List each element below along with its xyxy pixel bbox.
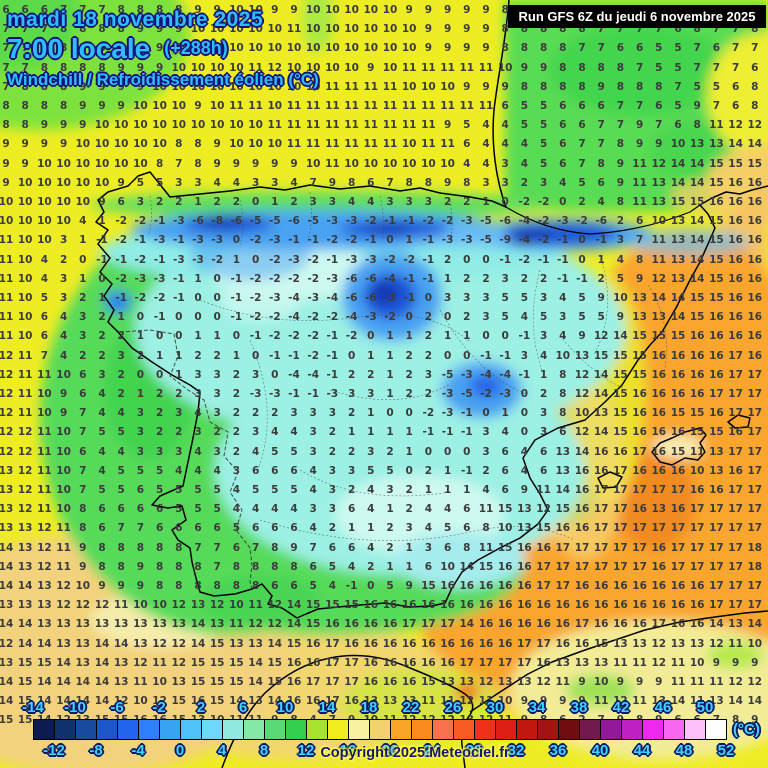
scale-cell <box>348 719 370 740</box>
scale-tick-label: 14 <box>319 699 336 716</box>
scale-tick-label: -4 <box>131 742 144 759</box>
scale-tick-label: 30 <box>487 699 504 716</box>
scale-cell <box>516 719 538 740</box>
scale-cell <box>537 719 559 740</box>
scale-tick-label: 0 <box>176 742 184 759</box>
scale-cell <box>579 719 601 740</box>
scale-cell <box>369 719 391 740</box>
scale-cell <box>558 719 580 740</box>
copyright-notice: Copyright 2025 Meteociel.fr <box>320 745 509 761</box>
scale-tick-label: 34 <box>529 699 546 716</box>
scale-cell <box>600 719 622 740</box>
color-scale-bar <box>33 719 727 740</box>
scale-cell <box>117 719 139 740</box>
scale-tick-label: 50 <box>697 699 714 716</box>
scale-tick-label: 26 <box>445 699 462 716</box>
valid-time-title: 7:00 locale (+288h) <box>7 33 228 65</box>
scale-tick-label: 38 <box>571 699 588 716</box>
date-title: mardi 18 novembre 2025 <box>7 8 263 32</box>
scale-tick-label: 44 <box>634 742 651 759</box>
scale-tick-label: 8 <box>260 742 268 759</box>
forecast-offset-label: (+288h) <box>164 38 228 58</box>
scale-cell <box>243 719 265 740</box>
scale-tick-label: 40 <box>592 742 609 759</box>
scale-tick-label: -14 <box>22 699 44 716</box>
scale-tick-label: 32 <box>508 742 525 759</box>
scale-tick-label: 6 <box>239 699 247 716</box>
local-time-label: 7:00 locale <box>7 33 150 64</box>
scale-tick-label: -10 <box>64 699 86 716</box>
scale-tick-label: 52 <box>718 742 735 759</box>
scale-cell <box>474 719 496 740</box>
scale-cell <box>390 719 412 740</box>
scale-tick-label: 12 <box>298 742 315 759</box>
country-border <box>119 329 253 590</box>
scale-tick-label: 22 <box>403 699 420 716</box>
scale-cell <box>327 719 349 740</box>
scale-tick-label: 46 <box>655 699 672 716</box>
coastline <box>95 0 768 768</box>
scale-tick-label: 42 <box>613 699 630 716</box>
scale-cell <box>54 719 76 740</box>
parameter-title: Windchill / Refroidissement éolien (°C) <box>7 70 319 90</box>
scale-cell <box>432 719 454 740</box>
scale-cell <box>285 719 307 740</box>
scale-cell <box>96 719 118 740</box>
scale-cell <box>642 719 664 740</box>
scale-cell <box>75 719 97 740</box>
scale-tick-label: 24 <box>424 742 441 759</box>
scale-cell <box>495 719 517 740</box>
scale-cell <box>222 719 244 740</box>
scale-tick-label: -8 <box>89 742 102 759</box>
scale-cell <box>453 719 475 740</box>
model-run-banner: Run GFS 6Z du jeudi 6 novembre 2025 <box>508 5 766 28</box>
scale-cell <box>201 719 223 740</box>
scale-cell <box>33 719 55 740</box>
scale-cell <box>180 719 202 740</box>
scale-tick-label: 36 <box>550 742 567 759</box>
scale-tick-label: 16 <box>340 742 357 759</box>
scale-cell <box>705 719 727 740</box>
scale-cell <box>138 719 160 740</box>
scale-cell <box>621 719 643 740</box>
scale-cell <box>159 719 181 740</box>
scale-tick-label: 2 <box>197 699 205 716</box>
scale-cell <box>684 719 706 740</box>
scale-tick-label: 4 <box>218 742 226 759</box>
scale-tick-label: 20 <box>382 742 399 759</box>
scale-cell <box>306 719 328 740</box>
scale-unit-label: (°C) <box>733 721 760 738</box>
scale-cell <box>663 719 685 740</box>
scale-tick-label: -6 <box>110 699 123 716</box>
scale-tick-label: -12 <box>43 742 65 759</box>
scale-tick-label: 10 <box>277 699 294 716</box>
scale-cell <box>411 719 433 740</box>
scale-tick-label: 28 <box>466 742 483 759</box>
scale-cell <box>264 719 286 740</box>
province-borders <box>147 191 668 541</box>
scale-tick-label: 48 <box>676 742 693 759</box>
scale-tick-label: -2 <box>152 699 165 716</box>
scale-tick-label: 18 <box>361 699 378 716</box>
